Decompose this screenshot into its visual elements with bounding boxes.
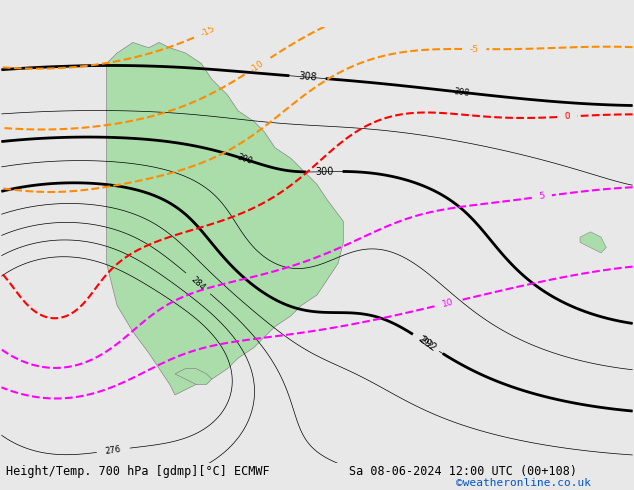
Text: 5: 5: [538, 192, 545, 201]
Text: 292: 292: [417, 335, 438, 353]
Text: 10: 10: [441, 297, 455, 309]
Text: -10: -10: [249, 58, 266, 74]
Polygon shape: [580, 232, 606, 253]
Text: Sa 08-06-2024 12:00 UTC (00+108): Sa 08-06-2024 12:00 UTC (00+108): [349, 465, 577, 478]
Text: -15: -15: [200, 24, 217, 39]
Text: 300: 300: [315, 167, 333, 177]
Text: Height/Temp. 700 hPa [gdmp][°C] ECMWF: Height/Temp. 700 hPa [gdmp][°C] ECMWF: [6, 465, 270, 478]
Text: 292: 292: [417, 334, 435, 351]
Text: ©weatheronline.co.uk: ©weatheronline.co.uk: [456, 478, 592, 488]
Text: 300: 300: [235, 152, 253, 166]
Polygon shape: [107, 43, 343, 395]
Text: 0: 0: [564, 112, 571, 121]
Polygon shape: [175, 368, 212, 384]
Text: -5: -5: [470, 45, 479, 53]
Text: 308: 308: [453, 87, 470, 98]
Text: 276: 276: [105, 444, 122, 456]
Text: 284: 284: [190, 275, 207, 292]
Text: 308: 308: [298, 72, 317, 83]
